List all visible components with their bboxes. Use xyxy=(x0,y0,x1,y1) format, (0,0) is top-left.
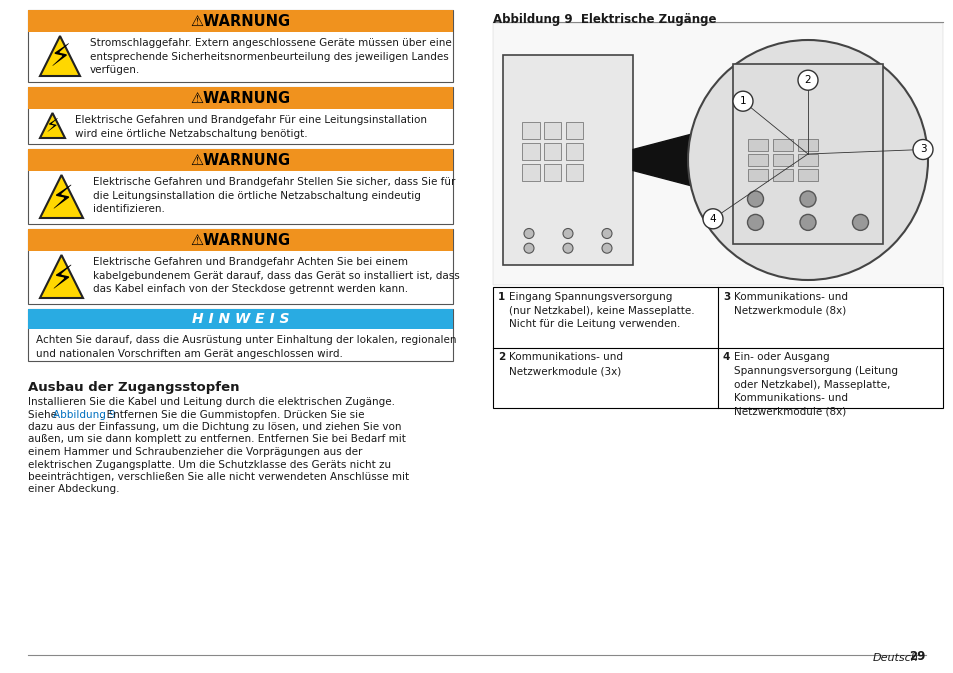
Circle shape xyxy=(687,40,927,280)
Circle shape xyxy=(852,215,867,230)
Bar xyxy=(28,149,453,171)
Bar xyxy=(543,164,561,181)
Text: Kommunikations- und
Netzwerkmodule (3x): Kommunikations- und Netzwerkmodule (3x) xyxy=(509,353,622,376)
Text: 3: 3 xyxy=(722,292,729,302)
Bar xyxy=(28,309,453,329)
Circle shape xyxy=(912,139,932,160)
Text: ⚡: ⚡ xyxy=(46,117,59,136)
Bar xyxy=(772,139,792,151)
Polygon shape xyxy=(40,113,65,138)
Bar xyxy=(28,10,453,32)
Text: H I N W E I S: H I N W E I S xyxy=(192,312,289,326)
Bar xyxy=(797,169,817,181)
Text: 1: 1 xyxy=(497,292,505,302)
Text: Stromschlaggefahr. Extern angeschlossene Geräte müssen über eine
entsprechende S: Stromschlaggefahr. Extern angeschlossene… xyxy=(90,38,452,75)
Circle shape xyxy=(562,243,573,253)
Bar xyxy=(28,87,453,144)
Circle shape xyxy=(601,229,612,238)
Circle shape xyxy=(747,191,762,207)
Polygon shape xyxy=(633,118,752,202)
Circle shape xyxy=(562,229,573,238)
Circle shape xyxy=(523,229,534,238)
Text: Elektrische Gefahren und Brandgefahr Für eine Leitungsinstallation
wird eine ört: Elektrische Gefahren und Brandgefahr Für… xyxy=(75,115,427,139)
Bar xyxy=(522,122,539,139)
Bar xyxy=(493,23,942,285)
Text: ⚠WARNUNG: ⚠WARNUNG xyxy=(191,153,291,168)
Text: dazu aus der Einfassung, um die Dichtung zu lösen, und ziehen Sie von: dazu aus der Einfassung, um die Dichtung… xyxy=(28,422,401,432)
Bar xyxy=(28,229,453,251)
Text: einem Hammer und Schraubenzieher die Vorprägungen aus der: einem Hammer und Schraubenzieher die Vor… xyxy=(28,447,362,457)
Bar xyxy=(28,309,453,361)
Bar xyxy=(747,169,767,181)
Text: Eingang Spannungsversorgung
(nur Netzkabel), keine Masseplatte.
Nicht für die Le: Eingang Spannungsversorgung (nur Netzkab… xyxy=(509,292,694,329)
Text: ⚠WARNUNG: ⚠WARNUNG xyxy=(191,232,291,248)
Text: ⚡: ⚡ xyxy=(50,182,73,215)
Bar xyxy=(28,87,453,109)
Circle shape xyxy=(747,215,762,230)
Text: außen, um sie dann komplett zu entfernen. Entfernen Sie bei Bedarf mit: außen, um sie dann komplett zu entfernen… xyxy=(28,435,405,444)
Text: Ein- oder Ausgang
Spannungsversorgung (Leitung
oder Netzkabel), Masseplatte,
Kom: Ein- oder Ausgang Spannungsversorgung (L… xyxy=(733,353,897,417)
Text: Elektrische Gefahren und Brandgefahr Stellen Sie sicher, dass Sie für
die Leitun: Elektrische Gefahren und Brandgefahr Ste… xyxy=(92,177,455,214)
Bar xyxy=(747,154,767,166)
Bar xyxy=(28,10,453,82)
Bar xyxy=(797,139,817,151)
Bar xyxy=(565,122,582,139)
Text: ⚡: ⚡ xyxy=(50,44,71,73)
Text: ⚠WARNUNG: ⚠WARNUNG xyxy=(191,90,291,106)
Text: beeinträchtigen, verschließen Sie alle nicht verwendeten Anschlüsse mit: beeinträchtigen, verschließen Sie alle n… xyxy=(28,472,409,482)
Text: einer Abdeckung.: einer Abdeckung. xyxy=(28,485,119,495)
Bar xyxy=(565,164,582,181)
Bar xyxy=(543,122,561,139)
Circle shape xyxy=(800,215,815,230)
Text: Deutsch: Deutsch xyxy=(871,653,917,663)
Text: Kommunikations- und
Netzwerkmodule (8x): Kommunikations- und Netzwerkmodule (8x) xyxy=(733,292,847,316)
Text: 1: 1 xyxy=(739,96,745,106)
Bar xyxy=(522,143,539,160)
Text: . Entfernen Sie die Gummistopfen. Drücken Sie sie: . Entfernen Sie die Gummistopfen. Drücke… xyxy=(100,409,364,419)
Bar xyxy=(565,143,582,160)
Text: 4: 4 xyxy=(722,353,730,363)
Text: Installieren Sie die Kabel und Leitung durch die elektrischen Zugänge.: Installieren Sie die Kabel und Leitung d… xyxy=(28,397,395,407)
Text: ⚡: ⚡ xyxy=(50,262,73,295)
Bar xyxy=(28,229,453,304)
Polygon shape xyxy=(40,175,83,218)
Bar xyxy=(747,139,767,151)
Bar xyxy=(543,143,561,160)
Circle shape xyxy=(732,92,752,111)
Text: Achten Sie darauf, dass die Ausrüstung unter Einhaltung der lokalen, regionalen
: Achten Sie darauf, dass die Ausrüstung u… xyxy=(36,335,456,359)
Bar xyxy=(772,154,792,166)
Text: 2: 2 xyxy=(497,353,505,363)
Bar xyxy=(732,64,882,244)
Text: 29: 29 xyxy=(908,650,925,663)
Circle shape xyxy=(800,191,815,207)
Circle shape xyxy=(797,70,817,90)
Text: Elektrische Gefahren und Brandgefahr Achten Sie bei einem
kabelgebundenem Gerät : Elektrische Gefahren und Brandgefahr Ach… xyxy=(92,257,459,294)
Bar xyxy=(797,154,817,166)
Text: Abbildung 9  Elektrische Zugänge: Abbildung 9 Elektrische Zugänge xyxy=(493,13,716,26)
Text: Ausbau der Zugangsstopfen: Ausbau der Zugangsstopfen xyxy=(28,381,239,394)
Polygon shape xyxy=(40,255,83,298)
Circle shape xyxy=(601,243,612,253)
Text: 4: 4 xyxy=(709,214,716,224)
Bar xyxy=(772,169,792,181)
Text: Siehe: Siehe xyxy=(28,409,60,419)
Bar xyxy=(28,149,453,224)
Polygon shape xyxy=(40,36,80,76)
Text: ⚠WARNUNG: ⚠WARNUNG xyxy=(191,13,291,28)
Text: elektrischen Zugangsplatte. Um die Schutzklasse des Geräts nicht zu: elektrischen Zugangsplatte. Um die Schut… xyxy=(28,460,391,470)
Bar xyxy=(493,287,942,408)
Bar xyxy=(502,55,633,265)
Text: 2: 2 xyxy=(803,75,810,85)
Circle shape xyxy=(523,243,534,253)
Circle shape xyxy=(702,209,722,229)
Text: 3: 3 xyxy=(919,145,925,155)
Text: Abbildung 9: Abbildung 9 xyxy=(53,409,116,419)
Bar xyxy=(522,164,539,181)
